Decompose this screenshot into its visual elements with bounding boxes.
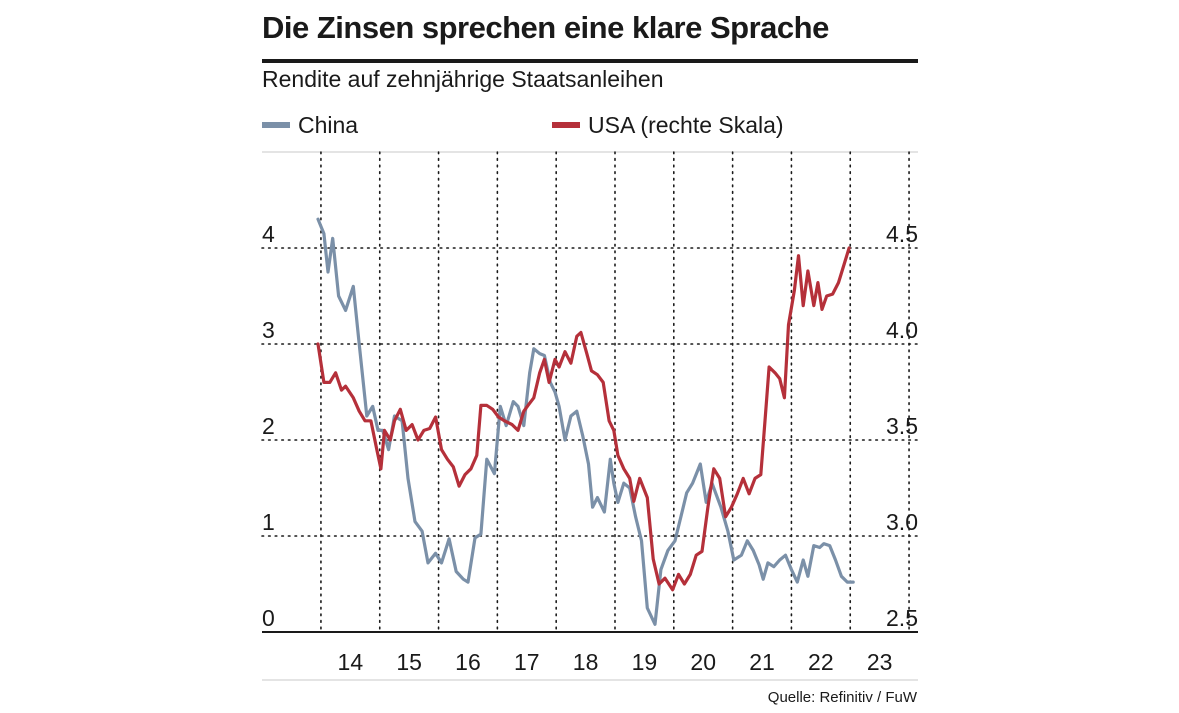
x-tick-label: 18 bbox=[573, 649, 599, 675]
x-tick-label: 21 bbox=[749, 649, 775, 675]
legend-china-label: China bbox=[298, 111, 359, 138]
y-right-tick-label: 4.0 bbox=[886, 317, 918, 343]
y-right-tick-label: 4.5 bbox=[886, 221, 918, 247]
y-left-tick-label: 1 bbox=[262, 509, 275, 535]
legend-china: China bbox=[262, 111, 358, 139]
series-line-china bbox=[316, 217, 855, 626]
series-line-usa bbox=[316, 246, 851, 592]
legend-usa-label: USA (rechte Skala) bbox=[588, 111, 784, 138]
y-left-tick-label: 4 bbox=[262, 221, 275, 247]
x-tick-label: 23 bbox=[867, 649, 893, 675]
y-left-tick-label: 2 bbox=[262, 413, 275, 439]
x-tick-label: 20 bbox=[690, 649, 716, 675]
y-right-tick-label: 2.5 bbox=[886, 605, 918, 631]
y-right-tick-label: 3.5 bbox=[886, 413, 918, 439]
x-tick-label: 17 bbox=[514, 649, 540, 675]
x-tick-label: 16 bbox=[455, 649, 481, 675]
y-left-tick-label: 0 bbox=[262, 605, 275, 631]
chart-subtitle: Rendite auf zehnjährige Staatsanleihen bbox=[262, 66, 664, 92]
x-tick-label: 14 bbox=[338, 649, 364, 675]
legend-usa: USA (rechte Skala) bbox=[552, 111, 784, 139]
x-tick-label: 15 bbox=[396, 649, 422, 675]
legend-china-swatch bbox=[262, 122, 290, 128]
title-rule bbox=[262, 59, 918, 63]
y-left-tick-label: 3 bbox=[262, 317, 275, 343]
source-note: Quelle: Refinitiv / FuW bbox=[767, 689, 917, 706]
chart-title: Die Zinsen sprechen eine klare Sprache bbox=[262, 10, 829, 45]
legend-usa-swatch bbox=[552, 122, 580, 128]
x-tick-label: 19 bbox=[632, 649, 658, 675]
y-right-tick-label: 3.0 bbox=[886, 509, 918, 535]
x-tick-label: 22 bbox=[808, 649, 834, 675]
